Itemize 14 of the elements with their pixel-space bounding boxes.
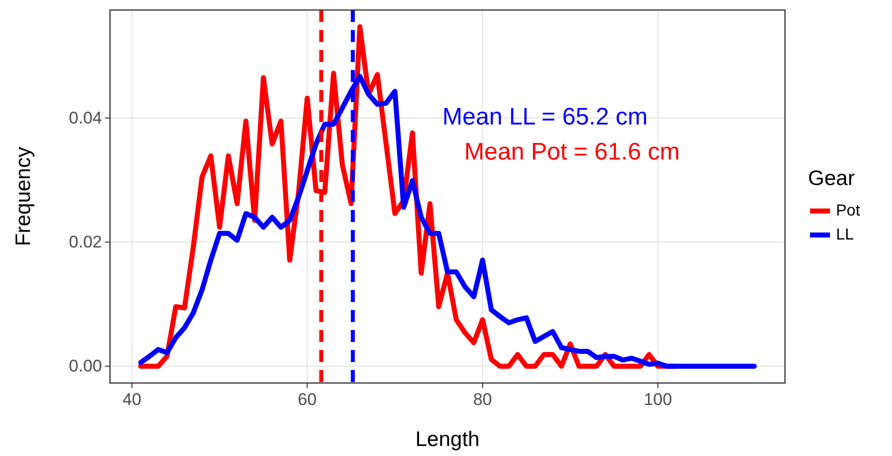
legend-label: Pot <box>836 202 861 220</box>
legend-title: Gear <box>808 167 855 190</box>
ref-line-label: Mean Pot = 61.6 cm <box>464 138 680 166</box>
x-tick-label: 100 <box>644 390 672 409</box>
x-axis-title: Length <box>415 428 480 451</box>
y-tick-label: 0.00 <box>68 356 102 376</box>
legend-label: LL <box>836 226 854 244</box>
x-tick-label: 80 <box>473 390 492 409</box>
x-tick-label: 40 <box>122 390 142 409</box>
x-tick-label: 60 <box>298 390 317 409</box>
y-tick-label: 0.04 <box>68 108 102 128</box>
ref-line-label: Mean LL = 65.2 cm <box>442 104 648 130</box>
y-tick-label: 0.02 <box>68 232 102 252</box>
y-axis-title: Frequency <box>12 146 35 246</box>
